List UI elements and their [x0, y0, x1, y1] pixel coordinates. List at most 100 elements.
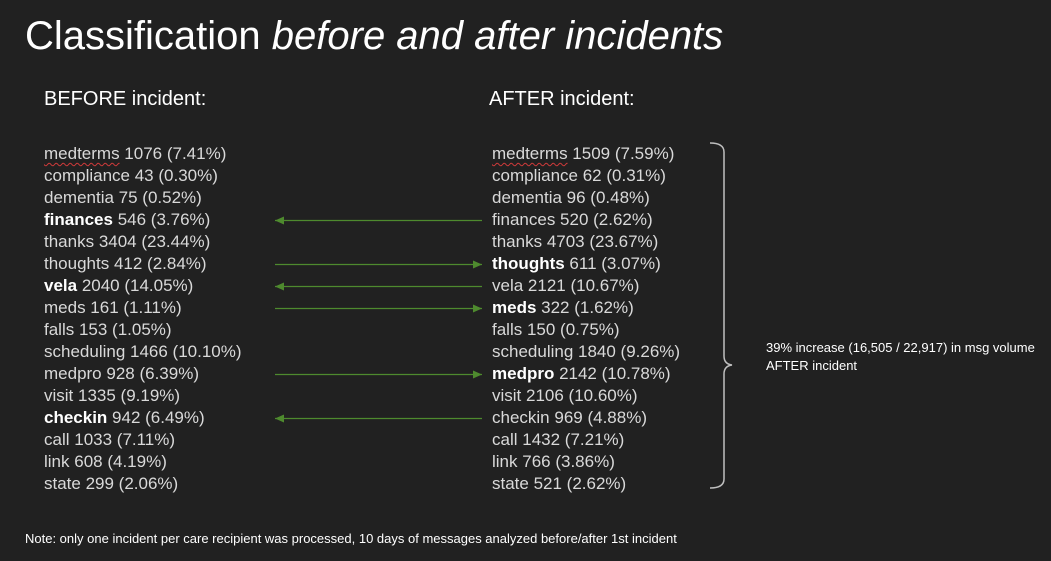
category-stats: 299 (2.06%) — [80, 474, 179, 493]
category-name: falls — [492, 320, 523, 339]
category-stats: 153 (1.05%) — [74, 320, 172, 339]
category-name: medterms — [492, 144, 568, 163]
category-name: call — [44, 430, 70, 449]
category-stats: 608 (4.19%) — [69, 452, 167, 471]
category-name: thoughts — [492, 254, 565, 273]
category-row-medpro: medpro 928 (6.39%) — [44, 363, 242, 385]
arrow-vela — [275, 282, 482, 291]
category-stats: 43 (0.30%) — [130, 166, 218, 185]
category-name: finances — [492, 210, 556, 229]
category-row-state: state 521 (2.62%) — [492, 473, 680, 495]
category-row-state: state 299 (2.06%) — [44, 473, 242, 495]
category-row-checkin: checkin 942 (6.49%) — [44, 407, 242, 429]
category-name: thanks — [492, 232, 543, 251]
category-stats: 928 (6.39%) — [101, 364, 199, 383]
category-name: visit — [44, 386, 74, 405]
category-row-compliance: compliance 62 (0.31%) — [492, 165, 680, 187]
category-name: vela — [492, 276, 524, 295]
category-stats: 161 (1.11%) — [85, 298, 182, 317]
category-stats: 942 (6.49%) — [107, 408, 205, 427]
category-stats: 2040 (14.05%) — [77, 276, 194, 295]
category-row-finances: finances 520 (2.62%) — [492, 209, 680, 231]
category-name: thanks — [44, 232, 95, 251]
category-name: scheduling — [44, 342, 126, 361]
category-row-vela: vela 2121 (10.67%) — [492, 275, 680, 297]
before-header: BEFORE incident: — [44, 88, 207, 110]
brace-path — [709, 142, 733, 489]
category-stats: 521 (2.62%) — [528, 474, 627, 493]
category-stats: 2106 (10.60%) — [521, 386, 638, 405]
category-name: meds — [492, 298, 537, 317]
category-name: medpro — [492, 364, 555, 383]
category-name: finances — [44, 210, 113, 229]
title-plain: Classification — [25, 14, 272, 58]
category-name: thoughts — [44, 254, 110, 273]
category-stats: 2121 (10.67%) — [523, 276, 640, 295]
category-row-link: link 608 (4.19%) — [44, 451, 242, 473]
category-name: falls — [44, 320, 75, 339]
category-row-medterms: medterms 1509 (7.59%) — [492, 143, 680, 165]
category-name: checkin — [44, 408, 108, 427]
category-stats: 1466 (10.10%) — [125, 342, 242, 361]
category-row-meds: meds 322 (1.62%) — [492, 297, 680, 319]
category-name: vela — [44, 276, 78, 295]
arrow-finances — [275, 216, 482, 225]
category-name: state — [44, 474, 81, 493]
arrow-thoughts — [275, 260, 482, 269]
category-name: compliance — [44, 166, 130, 185]
category-stats: 766 (3.86%) — [517, 452, 615, 471]
category-stats: 969 (4.88%) — [549, 408, 647, 427]
category-stats: 62 (0.31%) — [578, 166, 666, 185]
category-stats: 546 (3.76%) — [112, 210, 211, 229]
category-name: medpro — [44, 364, 102, 383]
category-stats: 150 (0.75%) — [522, 320, 620, 339]
category-row-scheduling: scheduling 1466 (10.10%) — [44, 341, 242, 363]
category-row-visit: visit 1335 (9.19%) — [44, 385, 242, 407]
category-stats: 75 (0.52%) — [113, 188, 202, 207]
category-row-dementia: dementia 96 (0.48%) — [492, 187, 680, 209]
category-stats: 412 (2.84%) — [109, 254, 207, 273]
category-row-thanks: thanks 4703 (23.67%) — [492, 231, 680, 253]
category-stats: 322 (1.62%) — [536, 298, 634, 317]
before-category-list: medterms 1076 (7.41%) compliance 43 (0.30… — [44, 143, 242, 495]
category-name: state — [492, 474, 529, 493]
category-name: dementia — [44, 188, 114, 207]
volume-increase-annotation: 39% increase (16,505 / 22,917) in msg vo… — [766, 340, 1035, 373]
category-name: dementia — [492, 188, 562, 207]
category-row-call: call 1432 (7.21%) — [492, 429, 680, 451]
category-stats: 96 (0.48%) — [561, 188, 650, 207]
category-stats: 520 (2.62%) — [555, 210, 653, 229]
category-row-visit: visit 2106 (10.60%) — [492, 385, 680, 407]
arrow-medpro — [275, 370, 482, 379]
title-italic: before and after incidents — [271, 14, 724, 58]
category-row-thoughts: thoughts 412 (2.84%) — [44, 253, 242, 275]
category-row-scheduling: scheduling 1840 (9.26%) — [492, 341, 680, 363]
category-stats: 611 (3.07%) — [564, 254, 661, 273]
category-stats: 1840 (9.26%) — [573, 342, 681, 361]
category-name: medterms — [44, 144, 120, 163]
category-row-link: link 766 (3.86%) — [492, 451, 680, 473]
category-name: checkin — [492, 408, 550, 427]
category-row-medpro: medpro 2142 (10.78%) — [492, 363, 680, 385]
category-row-compliance: compliance 43 (0.30%) — [44, 165, 242, 187]
category-name: visit — [492, 386, 522, 405]
category-row-finances: finances 546 (3.76%) — [44, 209, 242, 231]
category-stats: 3404 (23.44%) — [94, 232, 211, 251]
arrow-meds — [275, 304, 482, 313]
category-stats: 2142 (10.78%) — [554, 364, 671, 383]
arrow-checkin — [275, 414, 482, 423]
category-row-falls: falls 150 (0.75%) — [492, 319, 680, 341]
after-header: AFTER incident: — [489, 88, 635, 110]
category-row-thoughts: thoughts 611 (3.07%) — [492, 253, 680, 275]
category-stats: 1509 (7.59%) — [567, 144, 675, 163]
category-row-thanks: thanks 3404 (23.44%) — [44, 231, 242, 253]
category-stats: 1335 (9.19%) — [73, 386, 181, 405]
category-row-vela: vela 2040 (14.05%) — [44, 275, 242, 297]
footnote: Note: only one incident per care recipie… — [25, 531, 677, 546]
category-name: call — [492, 430, 518, 449]
category-name: compliance — [492, 166, 578, 185]
after-category-list: medterms 1509 (7.59%) compliance 62 (0.31… — [492, 143, 680, 495]
category-row-falls: falls 153 (1.05%) — [44, 319, 242, 341]
